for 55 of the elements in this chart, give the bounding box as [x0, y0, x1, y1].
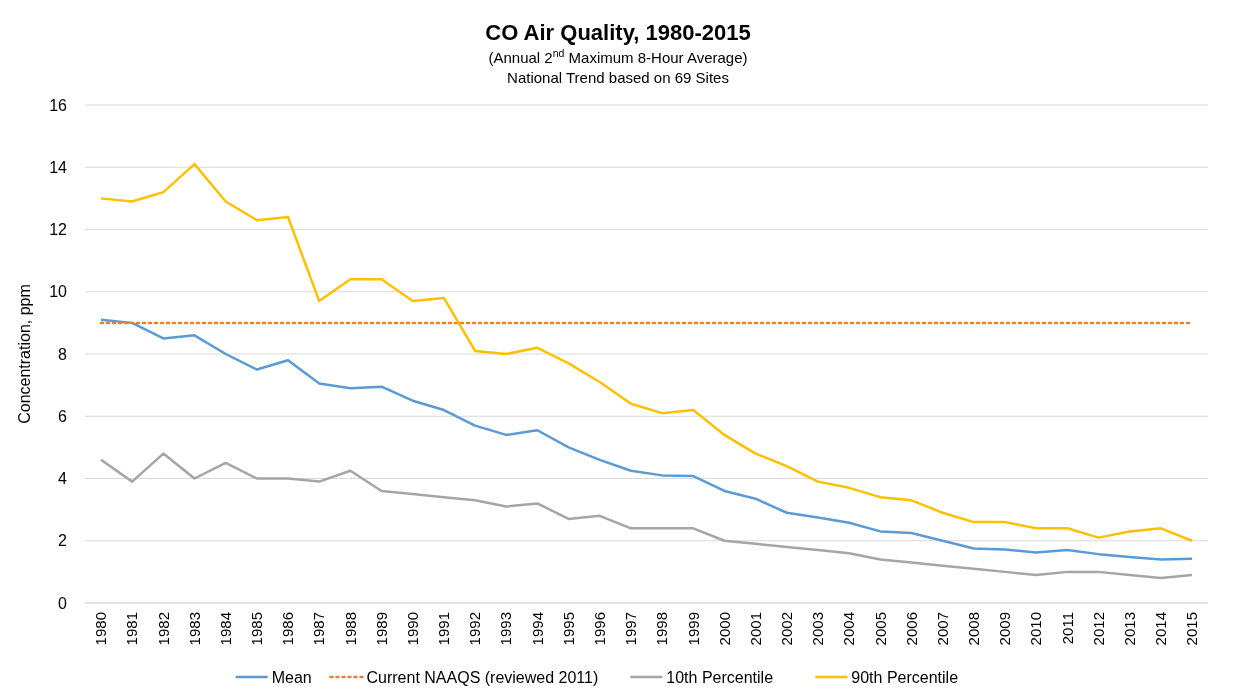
x-tick-label: 2005: [871, 612, 889, 646]
y-tick-label: 10: [49, 283, 68, 301]
x-tick-label: 2011: [1058, 612, 1076, 645]
x-tick-label: 2010: [1027, 612, 1045, 646]
x-tick-label: 1987: [310, 612, 328, 646]
x-tick-label: 1983: [185, 612, 203, 646]
y-tick-label: 12: [49, 221, 68, 239]
x-tick-label: 1999: [684, 612, 702, 646]
line-series: [99, 162, 1194, 542]
x-tick-label: 1986: [279, 612, 297, 646]
y-tick-label: 2: [58, 532, 68, 550]
x-tick-label: 2008: [965, 612, 983, 646]
x-tick-label: 1998: [653, 612, 671, 646]
x-tick-label: 1996: [590, 612, 608, 646]
x-tick-label: 2003: [809, 612, 827, 646]
x-tick-label: 1980: [92, 612, 110, 646]
y-axis-title: Concentration, ppm: [16, 284, 33, 424]
chart-subtitle: (Annual 2$^{nd}$ Maximum 8-Hour Average) National Trend based on 69 Sites: [488, 47, 748, 86]
x-tick-label: 2002: [778, 612, 796, 646]
legend-label: 90th Percentile: [851, 668, 959, 686]
x-tick-label: 1984: [216, 612, 234, 646]
x-tick-label: 2004: [840, 612, 858, 646]
legend-label: Mean: [271, 668, 312, 686]
y-tick-label: 14: [49, 158, 68, 176]
x-tick-label: 1985: [248, 612, 266, 646]
x-tick-label: 1994: [528, 612, 546, 646]
y-tick-label: 16: [49, 96, 68, 114]
x-tick-label: 2015: [1183, 612, 1201, 646]
line-series: [99, 318, 1194, 561]
y-tick-label: 0: [58, 594, 68, 612]
x-tick-label: 1989: [372, 612, 390, 646]
x-tick-label: 2006: [902, 612, 920, 646]
x-tick-label: 2001: [746, 612, 764, 646]
y-tick-label: 4: [58, 470, 68, 488]
x-tick-label: 2014: [1152, 612, 1170, 646]
x-tick-label: 1988: [341, 612, 359, 646]
line-series: [99, 452, 1194, 580]
legend-label: Current NAAQS (reviewed 2011): [366, 668, 599, 686]
y-tick-label: 8: [58, 345, 68, 363]
x-tick-label: 1991: [435, 612, 453, 646]
x-tick-label: 2009: [996, 612, 1014, 646]
x-tick-label: 2007: [933, 612, 951, 646]
x-tick-label: 2013: [1120, 612, 1138, 646]
x-tick-label: 1990: [403, 612, 421, 646]
x-tick-label: 1997: [622, 612, 640, 646]
y-tick-label: 6: [58, 407, 68, 425]
x-tick-label: 1981: [123, 612, 141, 646]
legend-label: 10th Percentile: [666, 668, 774, 686]
x-tick-label: 1995: [559, 612, 577, 646]
x-tick-label: 2012: [1089, 612, 1107, 646]
x-tick-label: 1993: [497, 612, 515, 646]
chart-title: CO Air Quality, 1980-2015: [485, 20, 751, 45]
x-tick-label: 1992: [466, 612, 484, 646]
x-tick-label: 2000: [715, 612, 733, 646]
x-tick-label: 1982: [154, 612, 172, 646]
